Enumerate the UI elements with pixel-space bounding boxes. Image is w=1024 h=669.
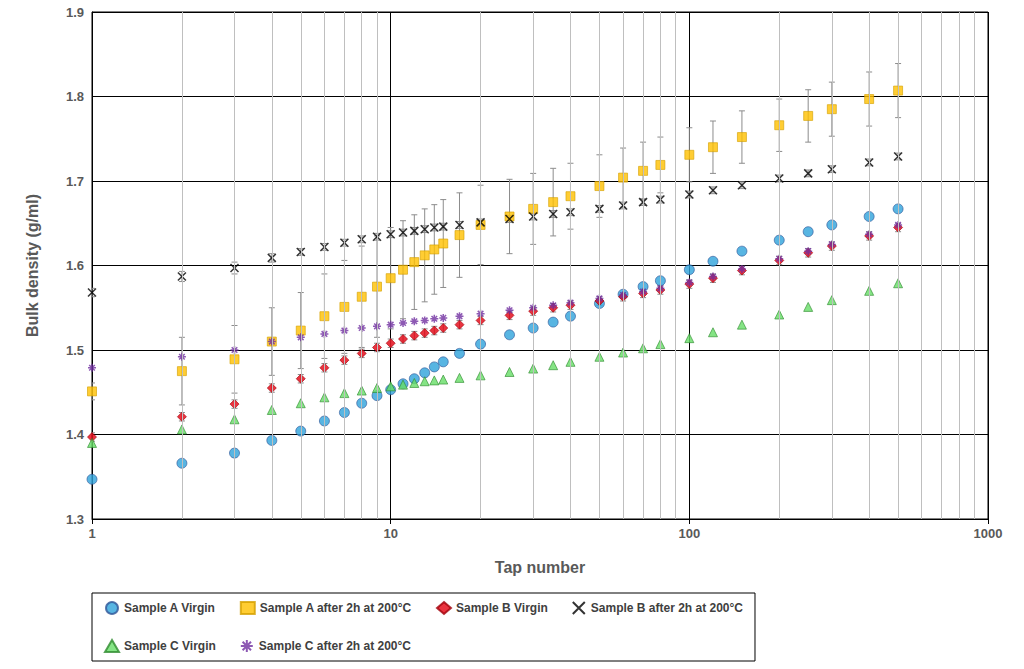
svg-text:Sample B Virgin: Sample B Virgin [456,601,548,615]
svg-text:Tap number: Tap number [495,559,585,576]
svg-text:Sample A after 2h at 200°C: Sample A after 2h at 200°C [260,601,412,615]
svg-text:Sample C Virgin: Sample C Virgin [124,639,216,653]
svg-text:Sample A Virgin: Sample A Virgin [124,601,215,615]
svg-text:1.5: 1.5 [66,343,84,358]
svg-text:Sample B after 2h at 200°C: Sample B after 2h at 200°C [591,601,744,615]
svg-text:1.3: 1.3 [66,512,84,527]
svg-text:100: 100 [678,526,700,541]
svg-text:10: 10 [383,526,397,541]
svg-text:1000: 1000 [974,526,1003,541]
svg-text:1: 1 [88,526,95,541]
svg-text:Bulk density (g/ml): Bulk density (g/ml) [24,194,41,337]
svg-text:1.6: 1.6 [66,258,84,273]
svg-text:1.8: 1.8 [66,89,84,104]
svg-text:Sample C after 2h at 200°C: Sample C after 2h at 200°C [259,639,412,653]
svg-text:1.7: 1.7 [66,174,84,189]
svg-text:1.9: 1.9 [66,5,84,20]
svg-text:1.4: 1.4 [66,427,85,442]
